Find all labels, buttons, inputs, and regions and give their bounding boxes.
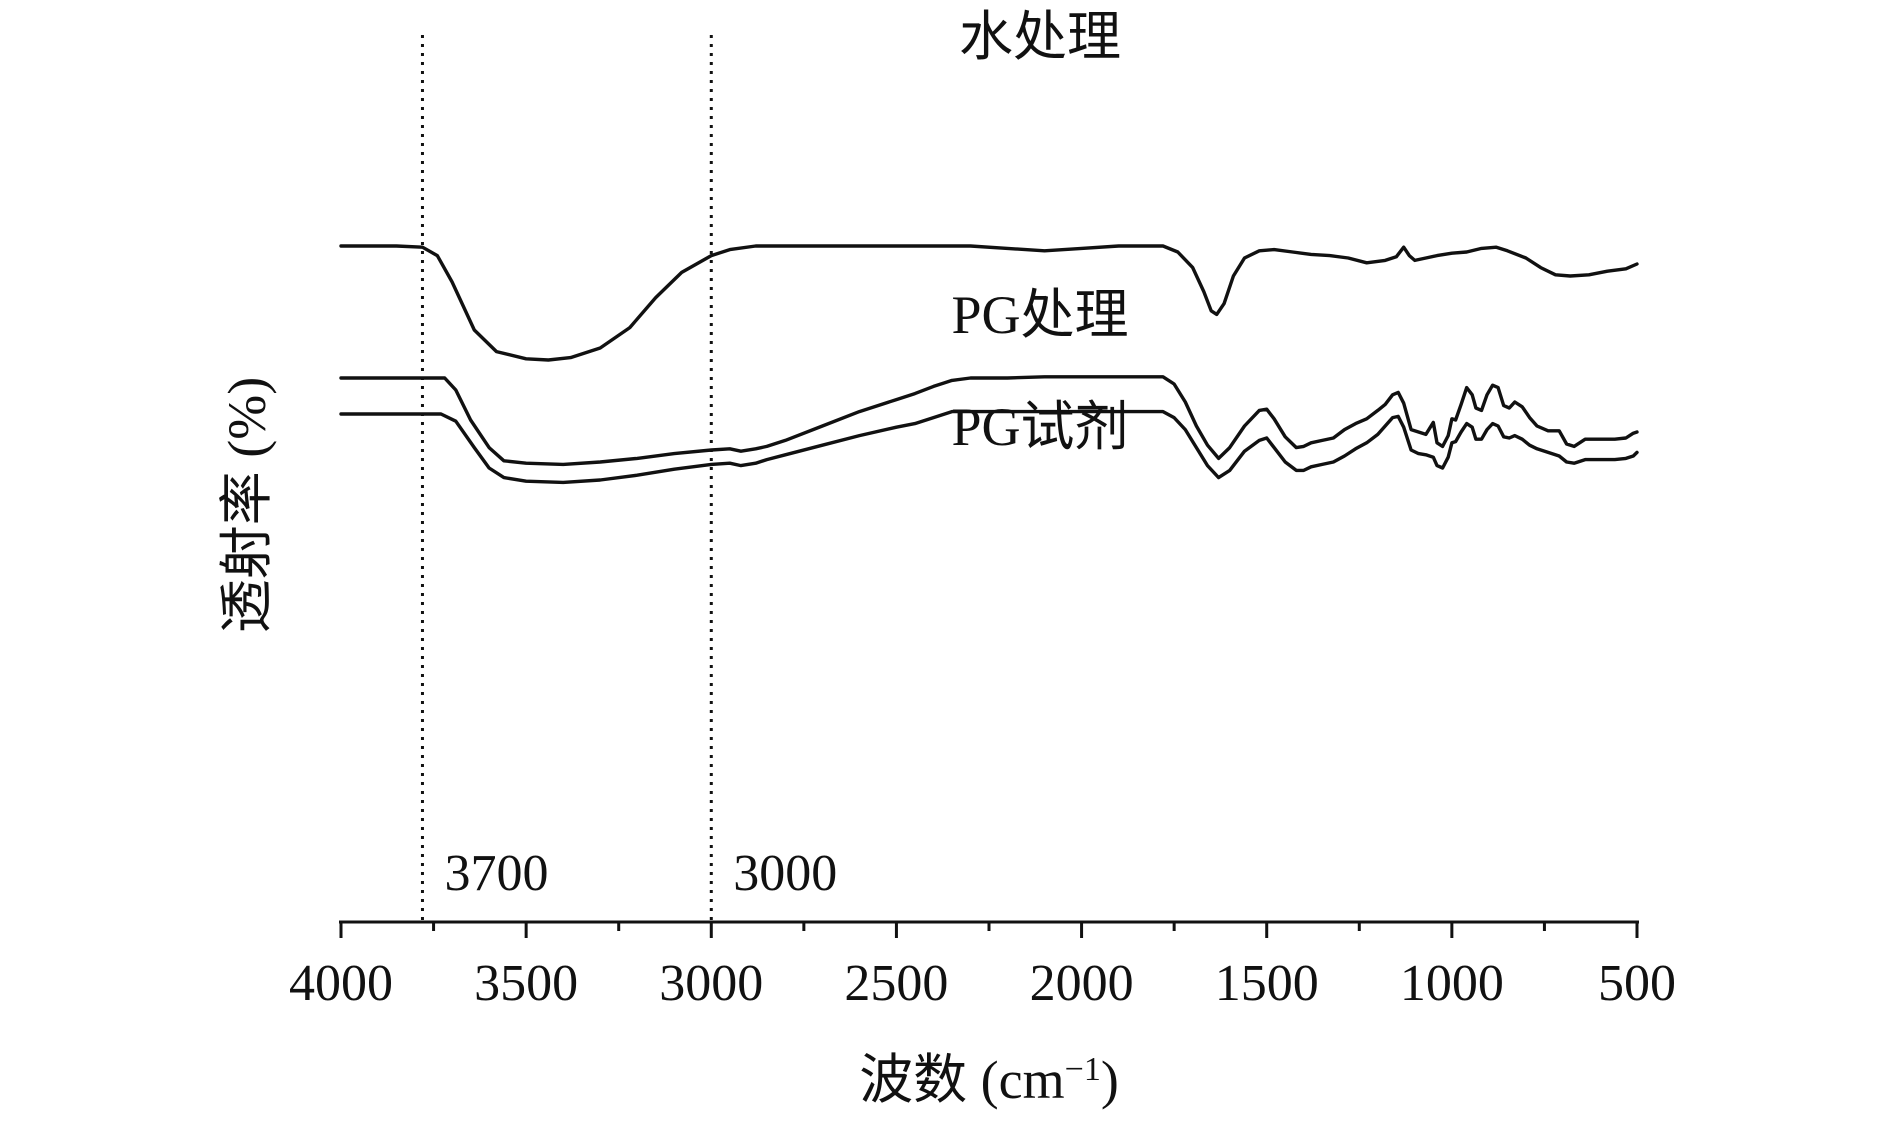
reference-line-labels: 3700 3000 xyxy=(444,845,837,902)
series-label-pg-reagent: PG试剂 xyxy=(951,397,1128,457)
series-labels: 水处理 PG处理 PG试剂 xyxy=(951,7,1128,457)
x-tick-label: 1500 xyxy=(1215,955,1319,1012)
x-tick-label: 4000 xyxy=(289,955,393,1012)
x-tick-label: 3000 xyxy=(659,955,763,1012)
x-axis-title-close: ) xyxy=(1101,1050,1119,1110)
trace-pg-treated xyxy=(339,375,1639,467)
x-tick-label: 2000 xyxy=(1030,955,1134,1012)
series-label-pg-treated: PG处理 xyxy=(951,285,1128,345)
x-tick-label: 2500 xyxy=(844,955,948,1012)
series-label-water-treated: 水处理 xyxy=(959,7,1121,67)
reference-lines xyxy=(420,35,713,922)
x-axis-title-text: 波数 (cm xyxy=(859,1050,1064,1110)
x-tick-label: 3500 xyxy=(474,955,578,1012)
reference-label-3700: 3700 xyxy=(444,845,548,902)
x-axis-ticks xyxy=(339,922,1639,938)
y-axis-title: 透射率 (%) xyxy=(217,377,277,633)
x-tick-label: 1000 xyxy=(1400,955,1504,1012)
trace-water-treated xyxy=(339,244,1639,362)
x-axis-tick-labels: 4000 3500 3000 2500 2000 1500 1000 500 xyxy=(289,955,1676,1012)
x-axis-title-superscript: −1 xyxy=(1065,1051,1101,1088)
trace-pg-reagent xyxy=(339,409,1639,485)
reference-label-3000: 3000 xyxy=(733,845,837,902)
x-tick-label: 500 xyxy=(1598,955,1676,1012)
spectrum-traces xyxy=(339,244,1639,485)
x-axis-title: 波数 (cm−1) xyxy=(859,1050,1119,1110)
